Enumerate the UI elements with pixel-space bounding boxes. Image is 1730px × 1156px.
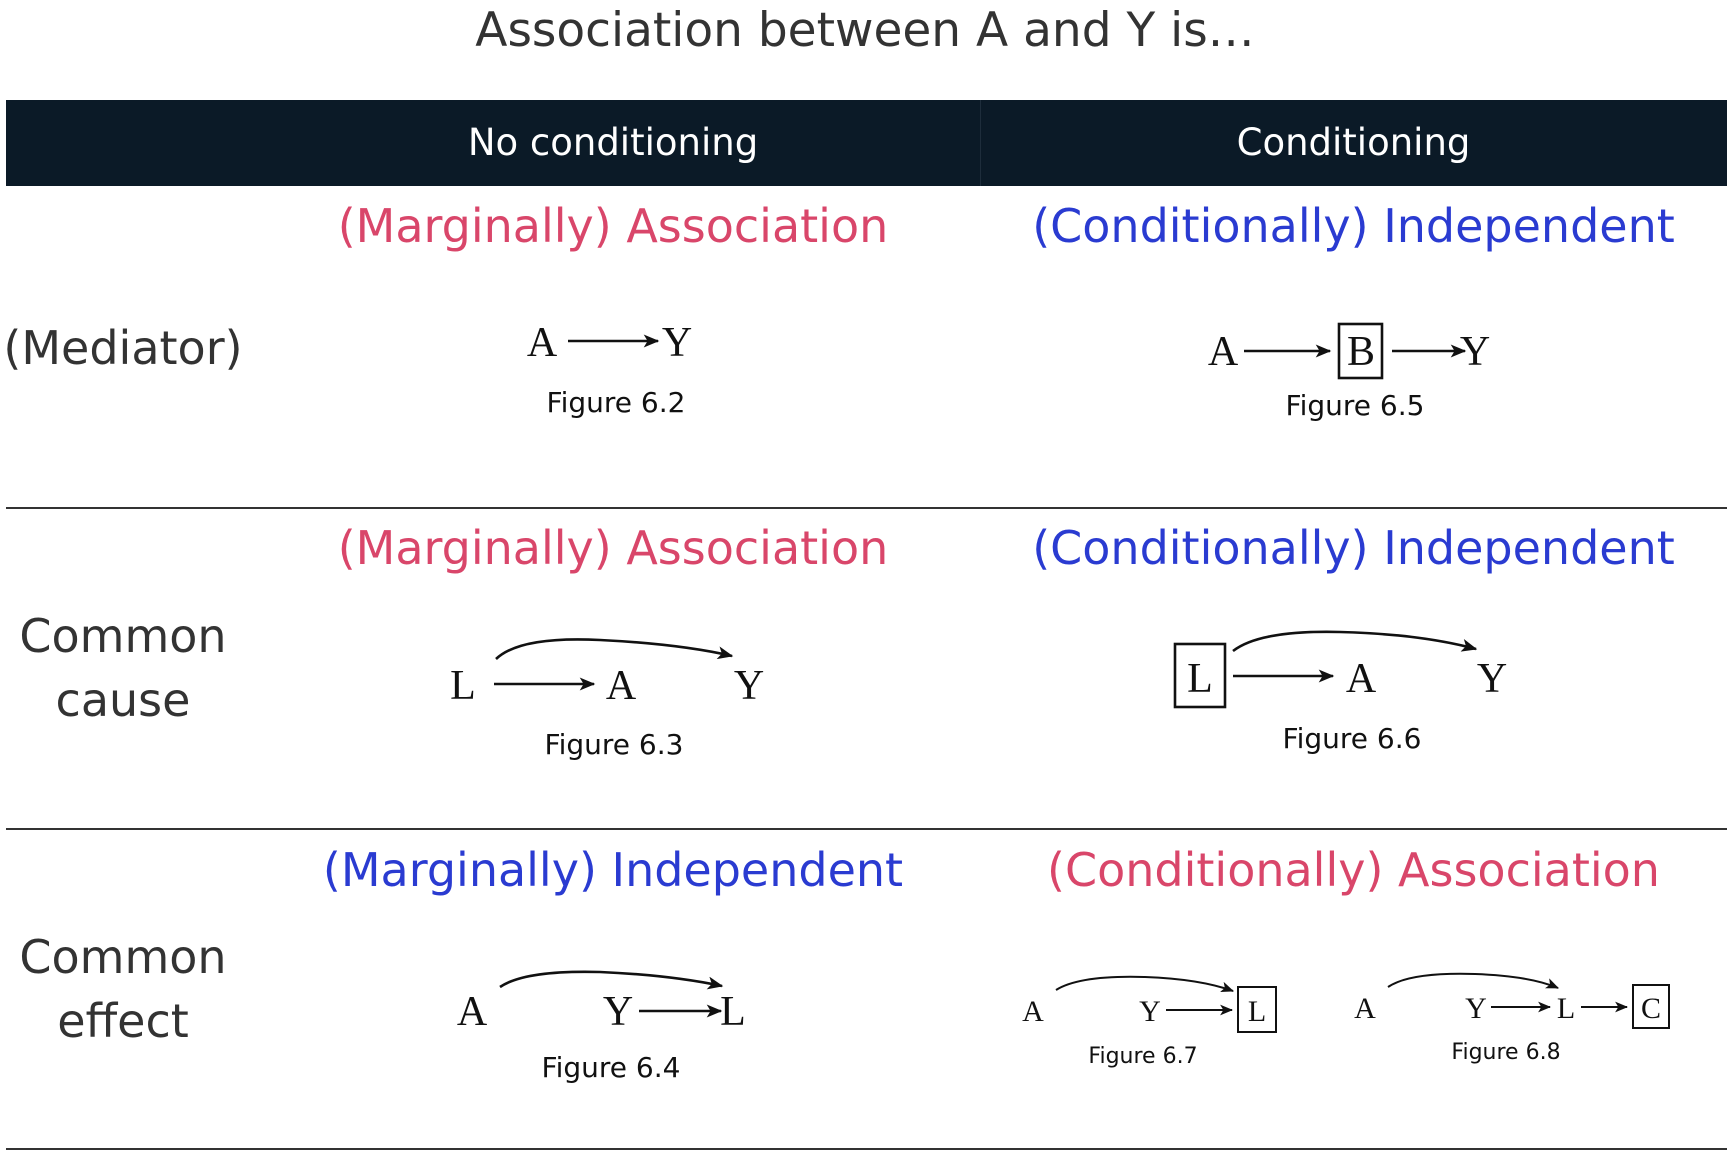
page-title: Association between A and Y is…: [475, 3, 1255, 58]
row-label-mediator: (Mediator): [3, 321, 243, 375]
edge-a-to-l: [499, 970, 724, 990]
header-divider: [980, 100, 981, 186]
column-header-no-conditioning: No conditioning: [467, 121, 759, 164]
node-y: Y: [734, 663, 764, 709]
figure-caption: Figure 6.3: [545, 728, 684, 761]
verdict-common-cause-no-conditioning: (Marginally) Association: [337, 521, 889, 575]
node-a: A: [1208, 329, 1239, 375]
figure-6-8: A Y L C Figure 6.8: [1354, 972, 1670, 1065]
node-y: Y: [1477, 656, 1507, 702]
node-a: A: [1022, 995, 1044, 1028]
node-c: C: [1641, 992, 1661, 1025]
node-y: Y: [662, 320, 692, 366]
figure-6-6: L A Y Figure 6.6: [1173, 630, 1507, 755]
table-header: [6, 100, 1727, 186]
figure-6-7: A Y L Figure 6.7: [1022, 975, 1277, 1069]
node-l: L: [1248, 995, 1266, 1028]
node-l: L: [720, 989, 746, 1035]
verdict-mediator-conditioning: (Conditionally) Independent: [1032, 199, 1675, 253]
node-y: Y: [1460, 329, 1490, 375]
figure-caption: Figure 6.8: [1451, 1040, 1560, 1065]
row-divider: [6, 507, 1727, 509]
figure-caption: Figure 6.5: [1286, 389, 1425, 422]
edge-a-to-l: [1055, 975, 1235, 993]
row-label-common-cause-line-1: Common: [19, 609, 227, 663]
node-b: B: [1347, 329, 1375, 375]
figure-caption: Figure 6.2: [547, 386, 686, 419]
verdict-common-effect-no-conditioning: (Marginally) Independent: [322, 843, 904, 897]
verdict-common-cause-conditioning: (Conditionally) Independent: [1032, 521, 1675, 575]
node-l: L: [1187, 656, 1213, 702]
figure-caption: Figure 6.7: [1088, 1044, 1197, 1069]
node-l: L: [450, 663, 476, 709]
figure-caption: Figure 6.4: [542, 1051, 681, 1084]
node-y: Y: [1139, 995, 1161, 1028]
node-a: A: [1354, 992, 1376, 1025]
figure-caption: Figure 6.6: [1283, 722, 1422, 755]
node-a: A: [606, 663, 637, 709]
row-label-common-cause-line-2: cause: [55, 673, 191, 727]
node-y: Y: [603, 989, 633, 1035]
conditioned-box: [1173, 642, 1227, 709]
figure-6-3: L A Y Figure 6.3: [450, 638, 764, 761]
node-l: L: [1557, 992, 1575, 1025]
node-a: A: [457, 989, 488, 1035]
conditioned-box: [1337, 322, 1384, 380]
figure-6-4: A Y L Figure 6.4: [457, 970, 746, 1084]
node-a: A: [1346, 656, 1377, 702]
edge-a-to-l: [1387, 972, 1559, 989]
figure-6-5: A B Y Figure 6.5: [1208, 322, 1490, 422]
conditioned-box: [1237, 986, 1277, 1033]
edge-l-to-y: [495, 638, 734, 660]
verdict-mediator-no-conditioning: (Marginally) Association: [337, 199, 889, 253]
conditioned-box: [1632, 984, 1670, 1029]
verdict-common-effect-conditioning: (Conditionally) Association: [1047, 843, 1660, 897]
node-a: A: [527, 320, 558, 366]
figure-6-2: A Y Figure 6.2: [527, 320, 692, 419]
row-divider: [6, 1148, 1727, 1150]
row-divider: [6, 828, 1727, 830]
row-label-common-effect-line-2: effect: [57, 994, 189, 1048]
column-header-conditioning: Conditioning: [1236, 121, 1471, 164]
node-y: Y: [1465, 992, 1487, 1025]
row-label-common-effect-line-1: Common: [19, 930, 227, 984]
edge-l-to-y: [1232, 630, 1478, 653]
